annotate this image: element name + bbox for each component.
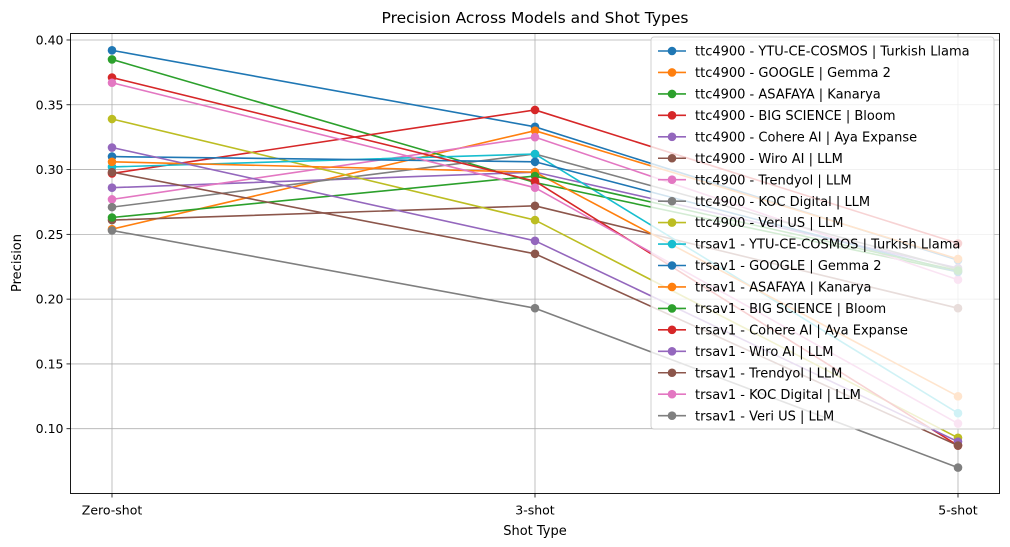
- legend-label: trsav1 - Wiro AI | LLM: [695, 345, 834, 360]
- legend-entry: ttc4900 - Wiro AI | LLM: [658, 152, 843, 167]
- data-point: [107, 78, 117, 88]
- legend-entry: ttc4900 - BIG SCIENCE | Bloom: [658, 109, 895, 124]
- y-tick-label: 0.25: [36, 227, 64, 242]
- data-point: [530, 201, 540, 211]
- legend-label: trsav1 - Cohere AI | Aya Expanse: [695, 323, 908, 338]
- legend-label: ttc4900 - Cohere AI | Aya Expanse: [695, 130, 917, 145]
- data-point: [107, 226, 117, 235]
- legend-marker: [667, 261, 677, 270]
- legend-label: ttc4900 - KOC Digital | LLM: [695, 195, 870, 210]
- legend-marker: [667, 175, 677, 184]
- x-tick-label: Zero-shot: [82, 503, 143, 518]
- y-tick-label: 0.20: [36, 292, 64, 307]
- legend-label: trsav1 - YTU-CE-COSMOS | Turkish Llama: [695, 238, 960, 253]
- legend-marker: [667, 325, 677, 335]
- legend-marker: [667, 46, 677, 56]
- legend-entry: ttc4900 - ASAFAYA | Kanarya: [658, 88, 881, 103]
- legend-entry: trsav1 - KOC Digital | LLM: [658, 388, 861, 403]
- legend-entry: ttc4900 - KOC Digital | LLM: [658, 195, 870, 210]
- legend-marker: [667, 368, 677, 378]
- y-tick-label: 0.10: [36, 421, 64, 436]
- legend-label: ttc4900 - GOOGLE | Gemma 2: [695, 66, 891, 81]
- legend-label: trsav1 - ASAFAYA | Kanarya: [695, 281, 872, 296]
- data-point: [530, 176, 540, 186]
- data-point: [530, 303, 540, 313]
- data-point: [530, 157, 540, 167]
- legend-entry: trsav1 - ASAFAYA | Kanarya: [658, 281, 872, 296]
- legend-entry: trsav1 - YTU-CE-COSMOS | Turkish Llama: [658, 238, 960, 253]
- axis-ticks: 0.10 0.15 0.20 0.25 0.30 0.35 0.40 Zero-shot 3-s…: [36, 32, 978, 517]
- data-point: [107, 195, 117, 204]
- data-point: [530, 105, 540, 115]
- data-point: [107, 46, 117, 55]
- legend-entry: trsav1 - Trendyol | LLM: [658, 366, 842, 381]
- data-point: [107, 114, 117, 124]
- legend-label: ttc4900 - Wiro AI | LLM: [695, 152, 843, 167]
- legend-marker: [667, 196, 677, 206]
- legend-marker: [667, 282, 677, 292]
- legend-entry: trsav1 - Wiro AI | LLM: [658, 345, 834, 360]
- data-point: [107, 157, 117, 167]
- data-point: [107, 202, 117, 212]
- legend-label: trsav1 - Veri US | LLM: [695, 409, 834, 424]
- data-point: [107, 55, 117, 64]
- x-axis-title: Shot Type: [503, 524, 567, 539]
- legend-label: trsav1 - GOOGLE | Gemma 2: [695, 259, 882, 274]
- legend-entry: ttc4900 - Cohere AI | Aya Expanse: [658, 130, 917, 145]
- legend-entry: trsav1 - GOOGLE | Gemma 2: [658, 259, 882, 274]
- legend-entry: ttc4900 - Trendyol | LLM: [658, 173, 852, 188]
- legend-entry: trsav1 - Veri US | LLM: [658, 409, 834, 424]
- data-point: [107, 167, 117, 177]
- legend-label: ttc4900 - YTU-CE-COSMOS | Turkish Llama: [695, 45, 970, 60]
- data-point: [107, 183, 117, 192]
- legend-marker: [667, 304, 677, 313]
- legend-marker: [667, 389, 677, 399]
- legend-box: [650, 36, 995, 430]
- x-tick-label: 3-shot: [515, 503, 555, 518]
- y-tick-label: 0.40: [36, 32, 64, 47]
- legend-marker: [667, 239, 677, 249]
- legend-label: ttc4900 - Veri US | LLM: [695, 216, 843, 231]
- legend-entry: trsav1 - BIG SCIENCE | Bloom: [658, 302, 886, 317]
- data-point: [953, 441, 963, 450]
- legend-label: ttc4900 - BIG SCIENCE | Bloom: [695, 109, 895, 124]
- legend-entry: ttc4900 - YTU-CE-COSMOS | Turkish Llama: [658, 45, 970, 60]
- legend: ttc4900 - YTU-CE-COSMOS | Turkish Llama t…: [650, 36, 995, 430]
- legend-marker: [667, 153, 677, 163]
- data-point: [530, 126, 540, 135]
- data-point: [530, 132, 540, 142]
- data-point: [530, 236, 540, 246]
- legend-entry: ttc4900 - Veri US | LLM: [658, 216, 843, 231]
- y-tick-label: 0.35: [36, 97, 64, 112]
- legend-label: trsav1 - Trendyol | LLM: [695, 366, 842, 381]
- legend-marker: [667, 347, 677, 356]
- x-tick-label: 5-shot: [938, 503, 978, 518]
- legend-label: trsav1 - BIG SCIENCE | Bloom: [695, 302, 886, 317]
- chart-title: Precision Across Models and Shot Types: [382, 9, 689, 27]
- legend-marker: [667, 68, 677, 77]
- data-point: [953, 463, 963, 472]
- legend-marker: [667, 132, 677, 142]
- y-tick-label: 0.30: [36, 162, 64, 177]
- data-point: [530, 183, 540, 192]
- data-point: [530, 149, 540, 159]
- data-point: [107, 143, 117, 152]
- data-point: [107, 213, 117, 222]
- y-axis-title: Precision: [10, 234, 25, 292]
- legend-entry: trsav1 - Cohere AI | Aya Expanse: [658, 323, 908, 338]
- legend-entry: ttc4900 - GOOGLE | Gemma 2: [658, 66, 891, 81]
- legend-marker: [667, 411, 677, 420]
- legend-label: trsav1 - KOC Digital | LLM: [695, 388, 861, 403]
- legend-marker: [667, 89, 677, 99]
- legend-label: ttc4900 - Trendyol | LLM: [695, 173, 852, 188]
- legend-marker: [667, 111, 677, 120]
- data-point: [530, 249, 540, 259]
- y-tick-label: 0.15: [36, 356, 64, 371]
- data-point: [530, 215, 540, 225]
- legend-marker: [667, 218, 677, 227]
- legend-label: ttc4900 - ASAFAYA | Kanarya: [695, 88, 881, 103]
